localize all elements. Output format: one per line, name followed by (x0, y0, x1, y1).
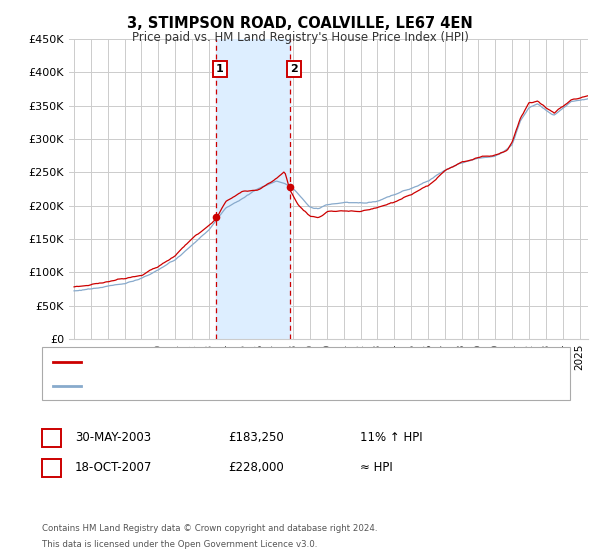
Text: 3, STIMPSON ROAD, COALVILLE, LE67 4EN (detached house): 3, STIMPSON ROAD, COALVILLE, LE67 4EN (d… (85, 357, 399, 367)
Text: Price paid vs. HM Land Registry's House Price Index (HPI): Price paid vs. HM Land Registry's House … (131, 31, 469, 44)
Text: This data is licensed under the Open Government Licence v3.0.: This data is licensed under the Open Gov… (42, 540, 317, 549)
Text: HPI: Average price, detached house, North West Leicestershire: HPI: Average price, detached house, Nort… (85, 381, 413, 391)
Text: 2: 2 (290, 64, 298, 74)
Text: 18-OCT-2007: 18-OCT-2007 (75, 461, 152, 474)
Text: 1: 1 (216, 64, 224, 74)
Text: ≈ HPI: ≈ HPI (360, 461, 393, 474)
Text: £228,000: £228,000 (228, 461, 284, 474)
Text: 30-MAY-2003: 30-MAY-2003 (75, 431, 151, 445)
Text: 1: 1 (47, 431, 56, 445)
Text: 11% ↑ HPI: 11% ↑ HPI (360, 431, 422, 445)
Text: 2: 2 (47, 461, 56, 474)
Bar (216, 39, 290, 339)
Text: Contains HM Land Registry data © Crown copyright and database right 2024.: Contains HM Land Registry data © Crown c… (42, 524, 377, 533)
Text: £183,250: £183,250 (228, 431, 284, 445)
Text: 3, STIMPSON ROAD, COALVILLE, LE67 4EN: 3, STIMPSON ROAD, COALVILLE, LE67 4EN (127, 16, 473, 31)
